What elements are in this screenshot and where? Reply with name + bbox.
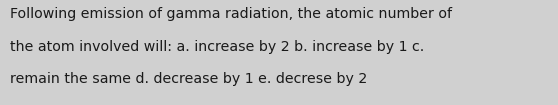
Text: Following emission of gamma radiation, the atomic number of: Following emission of gamma radiation, t… <box>10 7 452 21</box>
Text: the atom involved will: a. increase by 2 b. increase by 1 c.: the atom involved will: a. increase by 2… <box>10 40 424 54</box>
Text: remain the same d. decrease by 1 e. decrese by 2: remain the same d. decrease by 1 e. decr… <box>10 72 367 86</box>
